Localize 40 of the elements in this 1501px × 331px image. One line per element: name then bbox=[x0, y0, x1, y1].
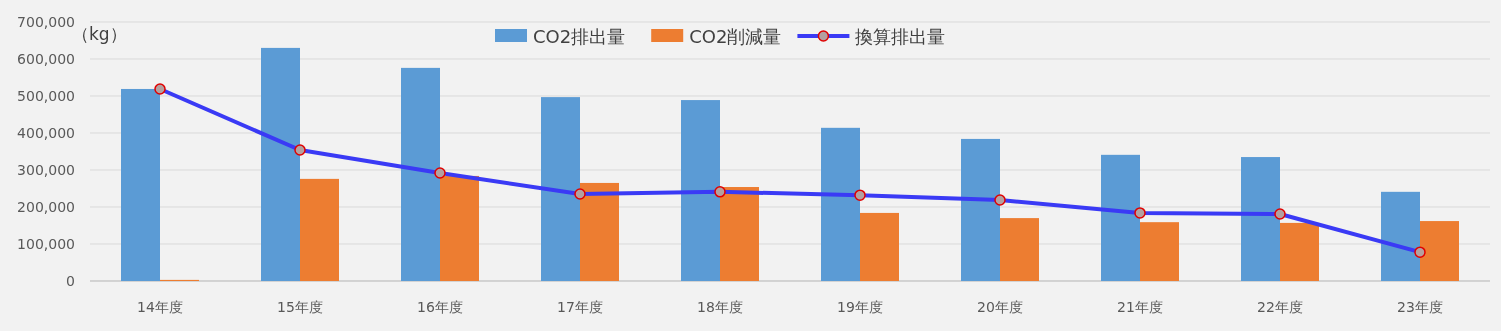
y-tick-label: 400,000 bbox=[17, 125, 75, 141]
bar bbox=[1241, 157, 1280, 281]
bar bbox=[1140, 222, 1179, 281]
bar bbox=[121, 88, 160, 281]
x-tick-label: 21年度 bbox=[1117, 299, 1163, 315]
bar bbox=[681, 100, 720, 281]
bar bbox=[580, 182, 619, 281]
bar bbox=[1000, 218, 1039, 281]
x-tick-label: 19年度 bbox=[837, 299, 883, 315]
y-tick-label: 600,000 bbox=[17, 51, 75, 67]
legend-label: 換算排出量 bbox=[855, 26, 946, 47]
y-tick-label: 200,000 bbox=[17, 199, 75, 215]
bar bbox=[1420, 221, 1459, 281]
bar bbox=[1280, 222, 1319, 281]
y-tick-label: 500,000 bbox=[17, 88, 75, 104]
x-tick-label: 20年度 bbox=[977, 299, 1023, 315]
bar bbox=[300, 178, 339, 281]
x-tick-label: 18年度 bbox=[697, 299, 743, 315]
bar bbox=[821, 127, 860, 281]
bar bbox=[541, 97, 580, 281]
x-tick-label: 14年度 bbox=[137, 299, 183, 315]
bar bbox=[720, 187, 759, 281]
y-tick-label: 0 bbox=[66, 273, 75, 289]
bar bbox=[401, 67, 440, 281]
y-tick-label: 300,000 bbox=[17, 162, 75, 178]
bar bbox=[261, 47, 300, 281]
legend-label: CO2削減量 bbox=[689, 26, 782, 47]
bar bbox=[1381, 191, 1420, 281]
x-tick-label: 15年度 bbox=[277, 299, 323, 315]
x-tick-label: 23年度 bbox=[1397, 299, 1443, 315]
bar bbox=[961, 138, 1000, 281]
x-tick-label: 16年度 bbox=[417, 299, 463, 315]
bar bbox=[860, 212, 899, 281]
bar bbox=[440, 175, 479, 281]
y-tick-label: 100,000 bbox=[17, 236, 75, 252]
x-tick-label: 22年度 bbox=[1257, 299, 1303, 315]
y-tick-label: 700,000 bbox=[17, 14, 75, 30]
x-tick-label: 17年度 bbox=[557, 299, 603, 315]
bar bbox=[1101, 154, 1140, 281]
legend-label: CO2排出量 bbox=[533, 26, 626, 47]
